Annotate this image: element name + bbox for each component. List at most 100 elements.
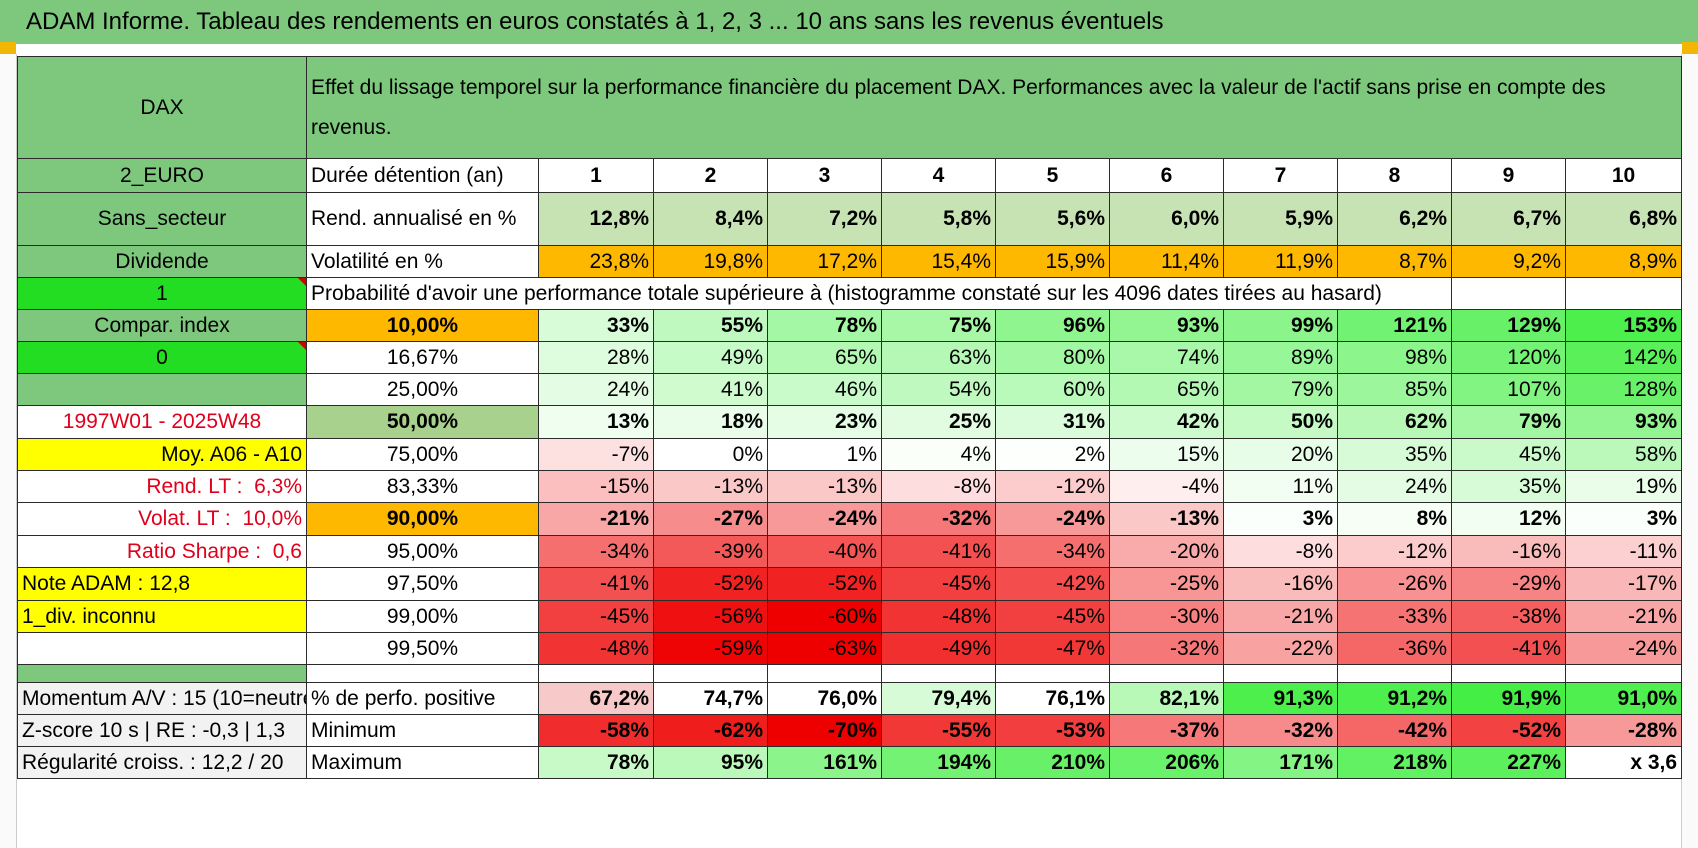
quantile-value: 99%	[1223, 309, 1338, 342]
quantile-value: 24%	[538, 373, 654, 406]
year-header: 7	[1223, 158, 1338, 193]
quantile-value: 1%	[767, 438, 882, 471]
quantile-value: 35%	[1451, 470, 1566, 503]
quantile-value: 19%	[1564, 470, 1683, 503]
quantile-value: 75%	[881, 309, 996, 342]
title-bar: ADAM Informe. Tableau des rendements en …	[0, 0, 1698, 44]
probability-header-row: 1 Probabilité d'avoir une performance tot…	[17, 277, 1683, 310]
minimum-label: Minimum	[306, 714, 539, 747]
performance-table: DAX Effet du lissage temporel sur la perf…	[17, 56, 1683, 779]
quantile-value: 65%	[767, 341, 882, 374]
quantile-percent: 95,00%	[306, 535, 539, 568]
empty-label	[17, 373, 307, 406]
quantile-percent: 25,00%	[306, 373, 539, 406]
duration-row: 2_EURO Durée détention (an) 1 2 3 4 5 6 7 8 9 10	[17, 158, 1683, 193]
volatility-cell: 11,4%	[1109, 245, 1224, 278]
quantile-value: 24%	[1337, 470, 1452, 503]
gap-cell	[17, 664, 307, 683]
return-cell: 7,2%	[767, 192, 882, 246]
header-description: Effet du lissage temporel sur la perform…	[305, 56, 1683, 159]
volatility-cell: 11,9%	[1223, 245, 1338, 278]
year-header: 9	[1451, 158, 1566, 193]
volat-lt-label-value: 10,0%	[242, 507, 302, 530]
flag-1: 1	[17, 277, 307, 310]
quantile-value: 65%	[1109, 373, 1224, 406]
quantile-value: -21%	[538, 502, 654, 536]
quantile-value: -52%	[653, 567, 768, 601]
volatility-cell: 8,7%	[1337, 245, 1452, 278]
maximum-cell: 161%	[767, 746, 882, 779]
positive-perf-cell: 79,4%	[881, 682, 996, 715]
quantile-value: 4%	[881, 438, 996, 471]
positive-perf-cell: 91,2%	[1337, 682, 1452, 715]
minimum-cell: -37%	[1109, 714, 1224, 747]
quantile-value: -13%	[653, 470, 768, 503]
maximum-cell: x 3,6	[1564, 746, 1683, 779]
table-body: DAX Effet du lissage temporel sur la perf…	[17, 56, 1683, 779]
quantile-value: -11%	[1564, 535, 1683, 568]
quantile-value: -45%	[881, 567, 996, 601]
year-header: 3	[767, 158, 882, 193]
minimum-cell: -58%	[538, 714, 654, 747]
revenue-type-label: Dividende	[17, 245, 307, 278]
quantile-value: 55%	[653, 309, 768, 342]
quantile-value: 58%	[1564, 438, 1683, 471]
gap-cell	[306, 664, 539, 683]
quantile-value: 23%	[767, 405, 882, 439]
maximum-cell: 194%	[881, 746, 996, 779]
quantile-value: 54%	[881, 373, 996, 406]
currency-label: 2_EURO	[17, 158, 307, 193]
return-cell: 6,0%	[1109, 192, 1224, 246]
quantile-row: 0 16,67% 28% 49% 65% 63% 80% 74% 89% 98% 120% 142%	[17, 341, 1683, 374]
volat-lt-label-text: Volat. LT :	[138, 507, 231, 530]
quantile-value: -29%	[1451, 567, 1566, 601]
quantile-value: -22%	[1223, 632, 1338, 665]
regularity-label: Régularité croiss. : 12,2 / 20	[17, 746, 307, 779]
quantile-value: 3%	[1564, 502, 1683, 536]
minimum-cell: -53%	[995, 714, 1110, 747]
quantile-value: 3%	[1223, 502, 1338, 536]
zscore-label: Z-score 10 s | RE : -0,3 | 1,3	[17, 714, 307, 747]
quantile-row: 99,50% -48% -59% -63% -49% -47% -32% -22% -36% -4…	[17, 632, 1683, 665]
maximum-cell: 95%	[653, 746, 768, 779]
maximum-cell: 206%	[1109, 746, 1224, 779]
quantile-value: 50%	[1223, 405, 1338, 439]
gap-cell	[1337, 664, 1452, 683]
quantile-value: -36%	[1337, 632, 1452, 665]
quantile-row: Rend. LT : 6,3% 83,33% -15% -13% -13% -8% -12%…	[17, 470, 1683, 503]
quantile-value: -39%	[653, 535, 768, 568]
quantile-value: -32%	[1109, 632, 1224, 665]
quantile-value: 28%	[538, 341, 654, 374]
return-cell: 6,8%	[1564, 192, 1683, 246]
probability-label: Probabilité d'avoir une performance tota…	[306, 277, 1452, 310]
year-header: 8	[1337, 158, 1452, 193]
quantile-value: -48%	[881, 600, 996, 633]
frame-left-border	[0, 54, 17, 848]
quantile-value: 85%	[1337, 373, 1452, 406]
year-header: 5	[995, 158, 1110, 193]
minimum-cell: -42%	[1337, 714, 1452, 747]
quantile-value: -13%	[767, 470, 882, 503]
empty-cell	[1451, 277, 1566, 310]
quantile-value: 20%	[1223, 438, 1338, 471]
quantile-value: -24%	[767, 502, 882, 536]
quantile-value: -34%	[995, 535, 1110, 568]
quantile-row: Note ADAM : 12,8 97,50% -41% -52% -52% -45% -4…	[17, 567, 1683, 601]
gap-cell	[653, 664, 768, 683]
quantile-value: -24%	[1564, 632, 1683, 665]
return-cell: 8,4%	[653, 192, 768, 246]
quantile-value: 74%	[1109, 341, 1224, 374]
quantile-value: -7%	[538, 438, 654, 471]
return-cell: 5,9%	[1223, 192, 1338, 246]
quantile-value: 2%	[995, 438, 1110, 471]
quantile-percent: 99,50%	[306, 632, 539, 665]
quantile-value: -21%	[1223, 600, 1338, 633]
quantile-value: 93%	[1564, 405, 1683, 439]
positive-perf-cell: 91,0%	[1564, 682, 1683, 715]
gap-cell	[1564, 664, 1683, 683]
quantile-row: Ratio Sharpe : 0,6 95,00% -34% -39% -40% -41%…	[17, 535, 1683, 568]
volatility-row: Dividende Volatilité en % 23,8% 19,8% 17,2% 1…	[17, 245, 1683, 278]
momentum-label: Momentum A/V : 15 (10=neutre)	[17, 682, 307, 715]
quantile-row: Compar. index 10,00% 33% 55% 78% 75% 96% 93% 99%…	[17, 309, 1683, 342]
quantile-value: 89%	[1223, 341, 1338, 374]
